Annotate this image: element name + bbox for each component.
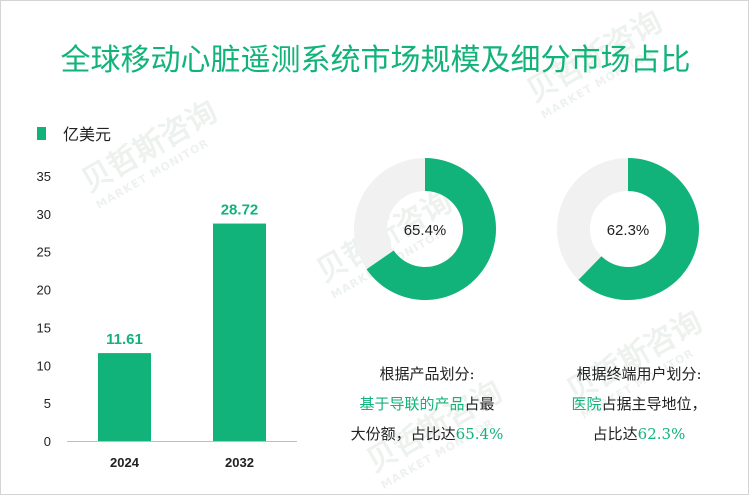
y-tick-label: 30 xyxy=(37,207,51,222)
y-tick-label: 25 xyxy=(37,245,51,260)
caption-product-prefix: 大份额，占比达 xyxy=(350,425,456,443)
bar-value-label: 28.72 xyxy=(221,202,259,219)
caption-product-rest: 占最 xyxy=(464,395,495,413)
donut-center-label: 62.3% xyxy=(607,222,650,239)
y-tick-label: 0 xyxy=(44,434,51,449)
bar xyxy=(98,353,151,441)
caption-user: 根据终端用户划分: 医院占据主导地位， 占比达62.3% xyxy=(539,359,739,449)
y-tick-label: 15 xyxy=(37,320,51,335)
caption-product: 根据产品划分: 基于导联的产品占最 大份额，占比达65.4% xyxy=(327,359,527,449)
y-tick-label: 10 xyxy=(37,358,51,373)
donut-center-label: 65.4% xyxy=(404,222,447,239)
caption-user-line3: 占比达62.3% xyxy=(539,419,739,449)
donut-value-slice xyxy=(578,158,699,300)
caption-product-line3: 大份额，占比达65.4% xyxy=(327,419,527,449)
caption-product-line2: 基于导联的产品占最 xyxy=(327,389,527,419)
y-tick-label: 5 xyxy=(44,396,51,411)
caption-product-value: 65.4% xyxy=(455,425,504,443)
legend: 亿美元 xyxy=(37,121,111,145)
bar xyxy=(213,223,266,441)
donut-value-slice xyxy=(366,158,496,300)
bar-value-label: 11.61 xyxy=(106,331,143,348)
caption-user-rest: 占据主导地位， xyxy=(601,395,707,413)
x-tick-label: 2024 xyxy=(110,455,140,470)
chart-title: 全球移动心脏遥测系统市场规模及细分市场占比 xyxy=(60,43,691,78)
y-tick-label: 35 xyxy=(37,169,51,184)
legend-label: 亿美元 xyxy=(63,125,112,144)
caption-user-prefix: 占比达 xyxy=(592,425,638,443)
caption-product-line1: 根据产品划分: xyxy=(379,365,475,383)
caption-user-highlight: 医院 xyxy=(571,395,602,413)
y-tick-label: 20 xyxy=(37,283,51,298)
x-tick-label: 2032 xyxy=(225,455,254,470)
caption-product-highlight: 基于导联的产品 xyxy=(359,395,465,413)
caption-user-line2: 医院占据主导地位， xyxy=(539,389,739,419)
caption-user-line1: 根据终端用户划分: xyxy=(576,365,702,383)
legend-swatch xyxy=(37,126,46,140)
caption-user-value: 62.3% xyxy=(637,425,686,443)
